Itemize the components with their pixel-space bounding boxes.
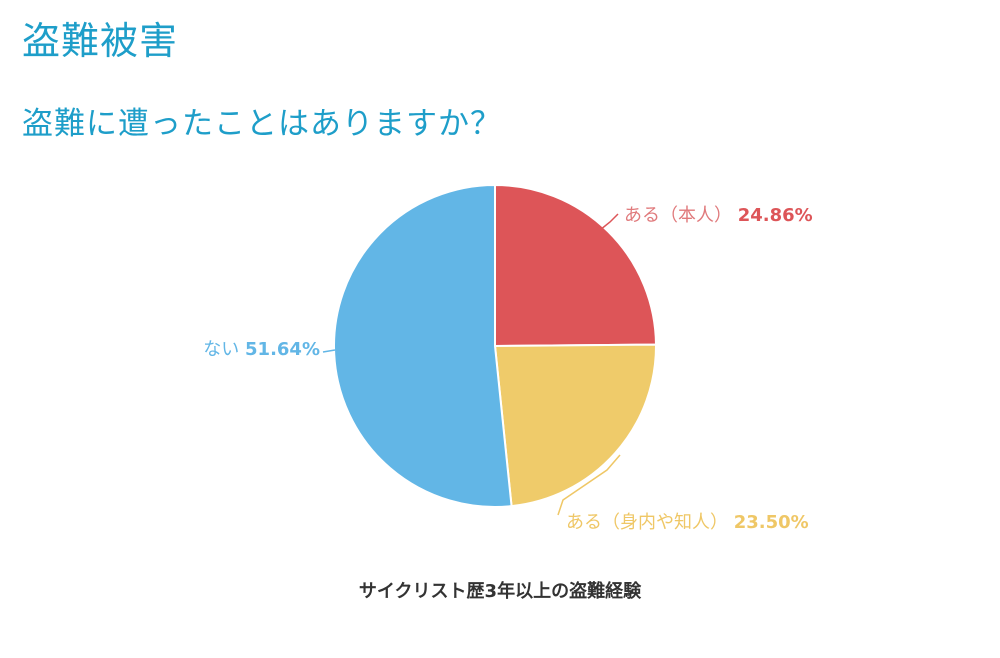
slice-label-0: ある（本人） 24.86%: [624, 205, 813, 226]
pie-slice-2: [333, 183, 513, 508]
leader-line-1: [557, 454, 621, 516]
slice-label-text-2: ない: [203, 339, 245, 360]
question-heading: 盗難に遭ったことはありますか？: [22, 106, 502, 142]
slice-labels: ある（本人） 24.86% ある（身内や知人） 23.50% ない 51.64%: [203, 205, 812, 533]
pie-slice-1: [493, 343, 657, 508]
page-title: 盗難被害: [22, 19, 179, 63]
chart-caption: サイクリスト歴3年以上の盗難経験: [358, 581, 642, 602]
slice-label-2: ない 51.64%: [203, 339, 320, 360]
slice-value-label-1: 23.50%: [734, 512, 809, 533]
leader-line-2: [322, 349, 336, 353]
slice-label-text-0: ある（本人）: [624, 205, 738, 226]
leader-line-0: [599, 213, 619, 231]
leader-lines: [322, 213, 621, 516]
pie-slices: [333, 183, 658, 508]
slice-label-text-1: ある（身内や知人）: [566, 512, 734, 533]
pie-slice-0: [494, 183, 658, 348]
slice-value-label-2: 51.64%: [245, 339, 320, 360]
slice-value-label-0: 24.86%: [738, 205, 813, 226]
slice-label-1: ある（身内や知人） 23.50%: [566, 512, 809, 533]
